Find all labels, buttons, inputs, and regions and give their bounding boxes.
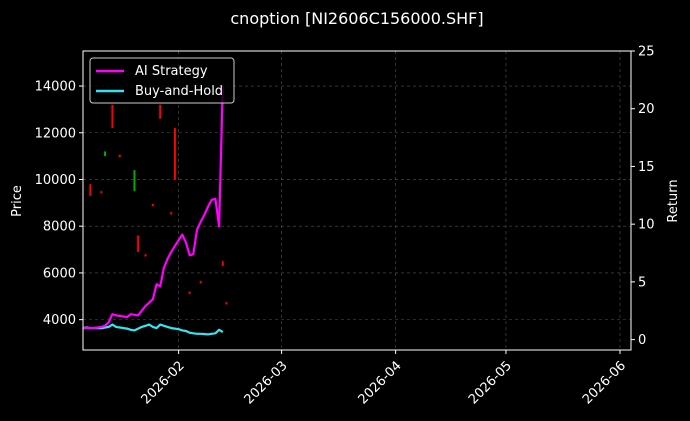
candle: [170, 212, 173, 215]
candle: [100, 191, 103, 194]
legend-label-buy-and-hold: Buy-and-Hold: [135, 84, 223, 99]
y-right-axis-label: Return: [666, 179, 681, 222]
candle: [221, 261, 224, 266]
y-right-tick-label: 5: [638, 275, 646, 290]
y-tick-label: 14000: [35, 80, 76, 95]
legend: AI Strategy Buy-and-Hold: [89, 57, 235, 104]
series-lines: [82, 85, 224, 336]
candle: [133, 170, 136, 192]
y-right-tick-label: 20: [638, 102, 655, 117]
candle: [199, 281, 202, 284]
legend-box: [89, 57, 235, 104]
y-right-tick-label: 25: [638, 45, 655, 60]
series-line-buy-and-hold: [82, 323, 224, 336]
candle: [144, 254, 147, 257]
y-tick-label: 4000: [43, 313, 76, 328]
candle: [111, 104, 114, 129]
candles: [89, 104, 228, 305]
legend-label-ai-strategy: AI Strategy: [135, 64, 208, 79]
candle: [173, 128, 176, 180]
y-axis-ticks: 4000 6000 8000 10000 12000 14000: [35, 80, 83, 328]
series-line-ai-strategy: [83, 85, 224, 330]
candle: [104, 151, 107, 157]
candle: [89, 184, 92, 196]
candle: [159, 104, 162, 119]
candle: [188, 291, 191, 294]
candle: [137, 235, 140, 252]
y-tick-label: 8000: [43, 220, 76, 235]
y-axis-label: Price: [10, 185, 25, 217]
candle: [151, 204, 154, 207]
y-tick-label: 6000: [43, 266, 76, 281]
y-tick-label: 10000: [35, 173, 76, 188]
y-right-tick-label: 15: [638, 160, 655, 175]
y-right-axis-ticks: 0 5 10 15 20 25: [631, 45, 655, 348]
candle: [225, 302, 228, 305]
candle: [118, 154, 121, 158]
chart-title: cnoption [NI2606C156000.SHF]: [230, 9, 483, 28]
y-right-tick-label: 0: [638, 333, 646, 348]
plot-frame: [82, 50, 632, 351]
y-tick-label: 12000: [35, 126, 76, 141]
y-right-tick-label: 10: [638, 218, 655, 233]
